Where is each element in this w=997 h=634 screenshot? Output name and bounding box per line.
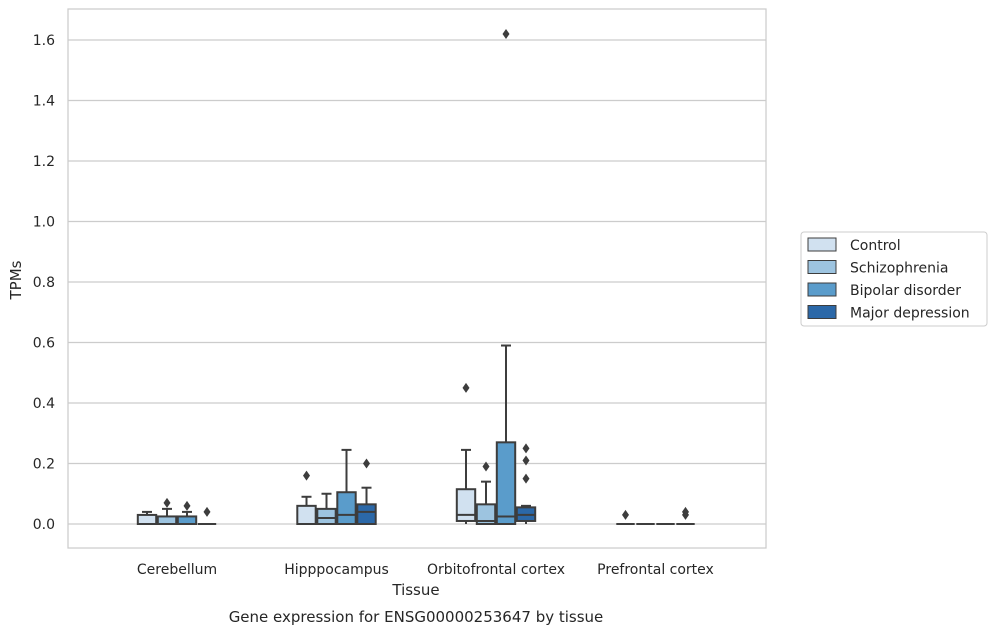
box-body: [495, 441, 517, 526]
legend-label-1: Schizophrenia: [850, 261, 948, 277]
box-body: [136, 513, 158, 525]
outlier-point-1: [682, 506, 689, 517]
y-axis-ticks: 0.0 0.2 0.4 0.6 0.8 1.0 1.2 1.4 1.6: [33, 33, 55, 533]
y-tick-label-2: 0.4: [33, 396, 55, 412]
y-tick-label-3: 0.6: [33, 336, 55, 352]
x-tick-label-0: Cerebellum: [137, 562, 217, 578]
outlier-point-0: [183, 500, 191, 511]
outlier-point-0: [502, 28, 510, 39]
outlier-point-2: [522, 443, 530, 454]
box-body: [336, 491, 357, 525]
box-body: [356, 503, 377, 525]
x-axis-ticks: Cerebellum Hipppocampus Orbitofrontal cort…: [137, 562, 714, 578]
box-2-3: [515, 443, 537, 524]
box-1-0: [296, 470, 317, 526]
box-0-0: [136, 510, 158, 525]
box-2-0: [455, 382, 477, 524]
legend-label-2: Bipolar disorder: [850, 283, 961, 299]
box-1-3: [356, 458, 377, 525]
box-body: [475, 503, 497, 525]
box-3-3: [676, 506, 695, 525]
box-body: [316, 507, 337, 525]
legend-frame: [800, 231, 988, 327]
x-tick-label-2: Orbitofrontal cortex: [427, 562, 565, 578]
y-tick-label-6: 1.2: [33, 154, 55, 170]
chart-caption: Gene expression for ENSG00000253647 by t…: [229, 608, 604, 626]
legend-swatch-3: [807, 305, 837, 319]
outlier-point-0: [482, 461, 490, 472]
legend-label-3: Major depression: [850, 306, 970, 322]
box-0-1: [156, 497, 178, 525]
box-body: [176, 515, 198, 525]
box-0-3: [197, 506, 217, 525]
y-tick-label-8: 1.6: [33, 33, 55, 49]
legend-label-0: Control: [850, 238, 901, 254]
box-body: [455, 488, 477, 522]
box-0-2: [176, 500, 198, 525]
outlier-point-0: [522, 473, 530, 484]
legend-swatch-1: [807, 260, 837, 274]
y-tick-label-4: 0.8: [33, 275, 55, 291]
x-tick-label-3: Prefrontal cortex: [597, 562, 714, 578]
box-body: [296, 504, 317, 526]
gridlines: [68, 39, 766, 525]
box-3-0: [616, 509, 635, 525]
box-1-2: [336, 448, 357, 525]
outlier-point-0: [163, 497, 171, 508]
y-tick-label-1: 0.2: [33, 457, 55, 473]
plot-area: [68, 9, 766, 548]
legend: Control Schizophrenia Bipolar disorder Majo…: [800, 231, 988, 327]
x-axis-label: Tissue: [391, 581, 439, 599]
y-tick-label-0: 0.0: [33, 517, 55, 533]
outlier-point-0: [622, 509, 629, 520]
outlier-point-1: [522, 455, 530, 466]
outlier-point-0: [363, 458, 370, 469]
legend-swatch-0: [807, 237, 837, 252]
box-2-2: [495, 28, 517, 526]
y-axis-label: TPMs: [7, 260, 25, 300]
plot-frame: [67, 8, 767, 549]
y-tick-label-7: 1.4: [33, 94, 55, 110]
box-1-1: [316, 492, 337, 525]
outlier-point-0: [462, 382, 470, 393]
box-body: [156, 515, 178, 525]
x-tick-label-1: Hipppocampus: [284, 562, 389, 578]
box-2-1: [475, 461, 497, 525]
boxes: [136, 28, 695, 526]
outlier-point-0: [303, 470, 310, 481]
legend-swatch-2: [807, 282, 837, 297]
outlier-point-0: [203, 506, 211, 517]
y-tick-label-5: 1.0: [33, 215, 55, 231]
